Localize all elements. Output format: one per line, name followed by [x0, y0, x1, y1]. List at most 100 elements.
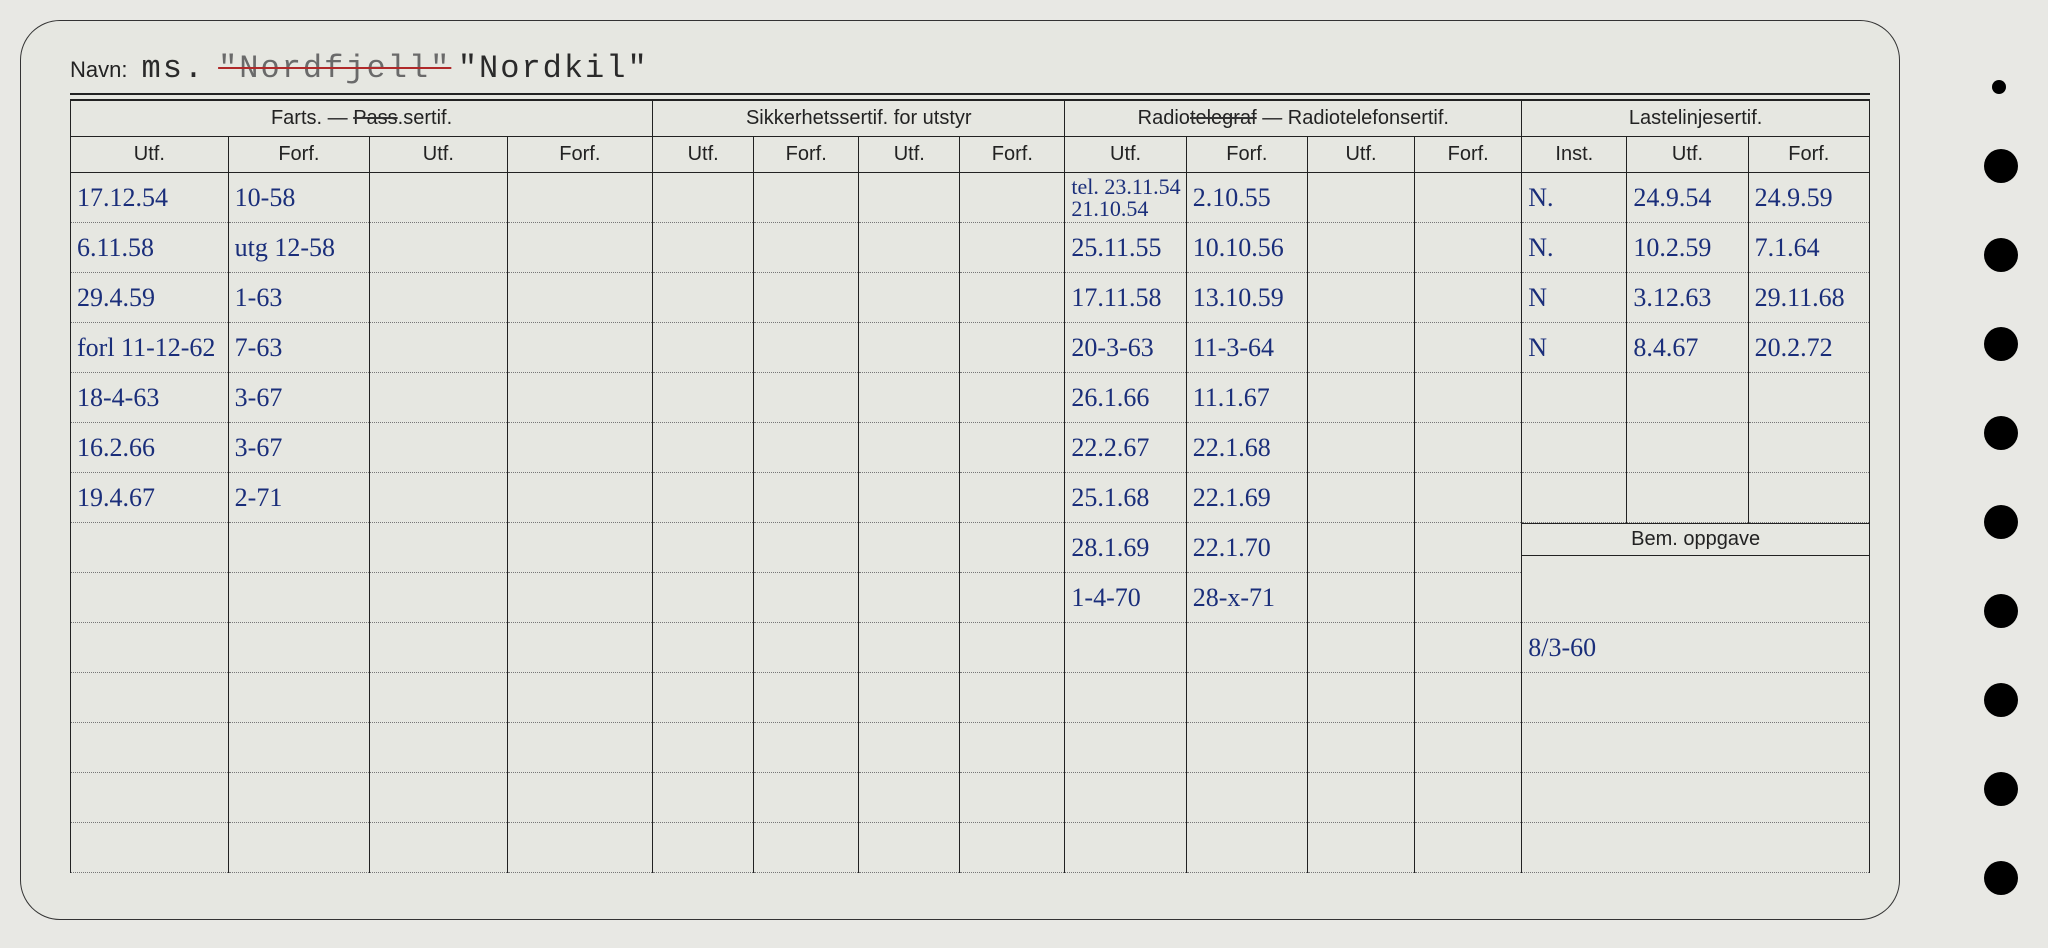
cell	[960, 823, 1064, 873]
cell	[653, 573, 753, 623]
radio-forf: 13.10.59	[1187, 273, 1307, 323]
cell	[1415, 273, 1521, 323]
radio-utf	[1065, 673, 1185, 723]
farts-forf	[229, 773, 369, 823]
cell	[754, 623, 858, 673]
cell	[1522, 823, 1869, 873]
cell	[1308, 723, 1414, 773]
punch-hole	[1984, 683, 2018, 717]
table-row	[71, 723, 1870, 773]
radio-utf: 26.1.66	[1065, 373, 1185, 423]
cell	[653, 423, 753, 473]
radio-forf	[1187, 673, 1307, 723]
cell	[370, 823, 506, 873]
cell	[653, 673, 753, 723]
hdr-forf: Forf.	[754, 137, 859, 173]
navn-row: Navn: ms. "Nordfjell" "Nordkil"	[70, 50, 1870, 95]
cell	[653, 823, 753, 873]
cell	[370, 373, 506, 423]
radio-utf: 20-3-63	[1065, 323, 1185, 373]
cell	[508, 373, 653, 423]
cell	[508, 423, 653, 473]
table-row: 29.4.591-6317.11.5813.10.59N3.12.6329.11…	[71, 273, 1870, 323]
farts-forf	[229, 523, 369, 573]
cell	[508, 723, 653, 773]
cell	[370, 573, 506, 623]
punch-hole	[1984, 416, 2018, 450]
cell	[960, 673, 1064, 723]
cell	[960, 223, 1064, 273]
radio-forf: 10.10.56	[1187, 223, 1307, 273]
table-row	[71, 773, 1870, 823]
cell	[653, 373, 753, 423]
cell	[1415, 323, 1521, 373]
cell	[508, 323, 653, 373]
cell	[1308, 423, 1414, 473]
hdr-utf: Utf.	[653, 137, 754, 173]
farts-utf: 18-4-63	[71, 373, 228, 423]
radio-forf	[1187, 723, 1307, 773]
farts-utf	[71, 823, 228, 873]
cell	[754, 773, 858, 823]
radio-utf	[1065, 823, 1185, 873]
cell	[1415, 773, 1521, 823]
navn-struck: "Nordfjell"	[218, 50, 451, 87]
cell	[1415, 173, 1521, 223]
farts-utf	[71, 673, 228, 723]
punch-holes	[1984, 80, 2018, 895]
cell	[1415, 473, 1521, 523]
cell	[370, 473, 506, 523]
cell	[508, 173, 653, 223]
hdr-forf: Forf.	[1186, 137, 1307, 173]
ledger-card: Navn: ms. "Nordfjell" "Nordkil" Farts. —…	[20, 20, 1900, 920]
navn-prefix: ms.	[141, 50, 205, 87]
punch-hole	[1984, 594, 2018, 628]
radio-forf: 11.1.67	[1187, 373, 1307, 423]
laste-inst: N	[1522, 323, 1626, 373]
cell	[960, 173, 1064, 223]
cell	[1522, 723, 1869, 773]
laste-utf	[1627, 473, 1747, 523]
cell	[859, 523, 959, 573]
farts-forf: 3-67	[229, 373, 369, 423]
hdr-forf: Forf.	[960, 137, 1065, 173]
laste-forf: 20.2.72	[1749, 323, 1869, 373]
cell	[859, 623, 959, 673]
cell	[370, 223, 506, 273]
cell	[1308, 273, 1414, 323]
cell	[859, 673, 959, 723]
cell	[508, 523, 653, 573]
laste-forf	[1749, 423, 1869, 473]
laste-inst: N	[1522, 273, 1626, 323]
table-row: 8/3-60	[71, 623, 1870, 673]
cell	[754, 473, 858, 523]
table-row: 16.2.663-6722.2.6722.1.68	[71, 423, 1870, 473]
ledger-table: Farts. — Pass.sertif. Sikkerhetssertif. …	[70, 99, 1870, 873]
hdr-forf: Forf.	[1415, 137, 1522, 173]
cell	[1415, 373, 1521, 423]
cell	[1415, 223, 1521, 273]
laste-utf	[1627, 423, 1747, 473]
farts-forf: utg 12-58	[229, 223, 369, 273]
radio-utf	[1065, 723, 1185, 773]
cell	[754, 573, 858, 623]
punch-hole	[1984, 861, 2018, 895]
table-row: 18-4-633-67 26.1.6611.1.67	[71, 373, 1870, 423]
cell	[370, 673, 506, 723]
punch-hole	[1984, 238, 2018, 272]
farts-forf	[229, 823, 369, 873]
cell	[370, 523, 506, 573]
cell	[508, 623, 653, 673]
radio-forf: 2.10.55	[1187, 173, 1307, 223]
cell	[1308, 673, 1414, 723]
laste-inst	[1522, 373, 1626, 423]
radio-utf: 17.11.58	[1065, 273, 1185, 323]
cell	[1522, 673, 1869, 723]
cell	[859, 773, 959, 823]
cell	[1308, 373, 1414, 423]
radio-forf	[1187, 823, 1307, 873]
punch-hole	[1984, 772, 2018, 806]
radio-utf	[1065, 623, 1185, 673]
laste-inst: N.	[1522, 223, 1626, 273]
farts-utf: forl 11-12-62	[71, 323, 228, 373]
